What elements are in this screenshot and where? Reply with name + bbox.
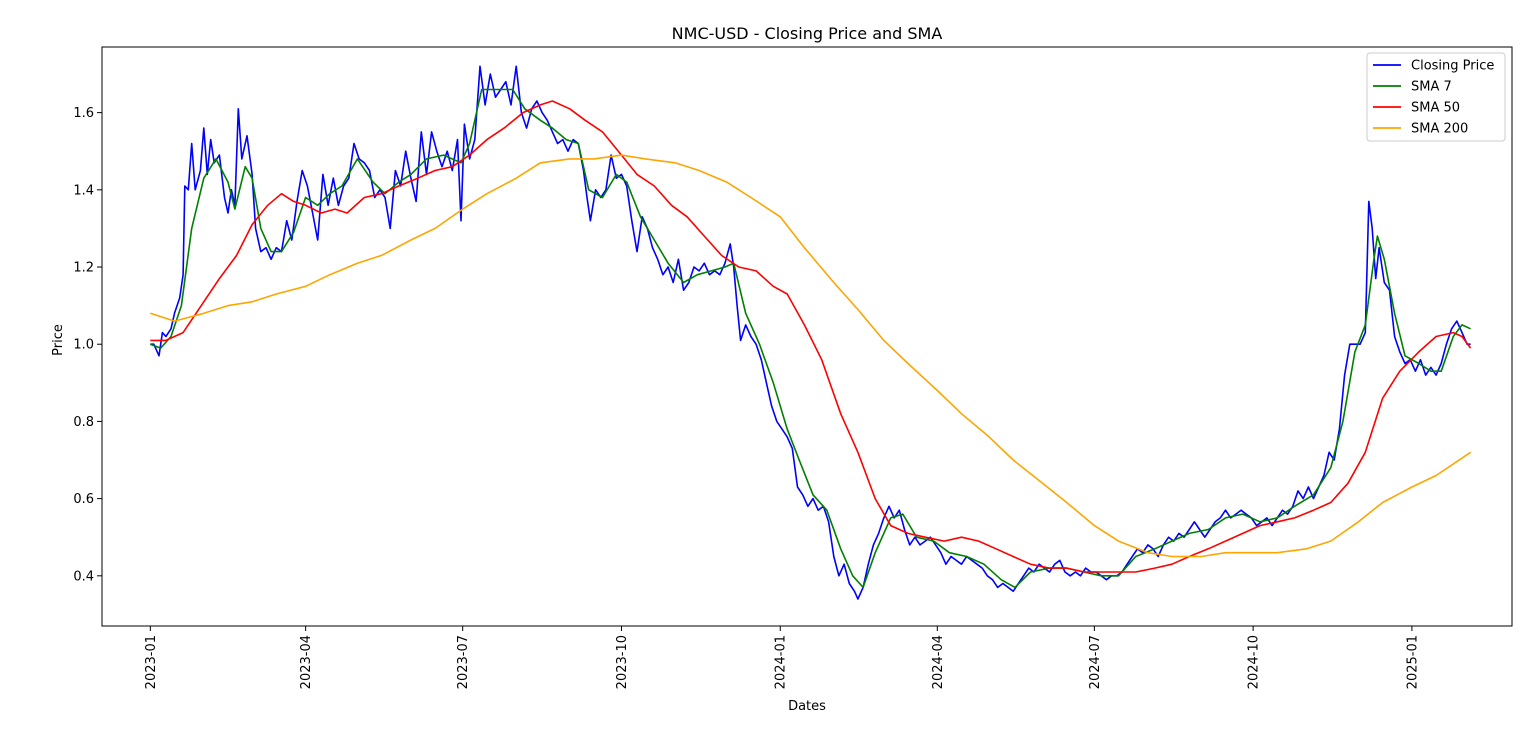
x-axis-label: Dates <box>788 699 826 714</box>
series-line-sma-7 <box>150 88 1471 589</box>
chart-title: NMC-USD - Closing Price and SMA <box>672 24 943 43</box>
x-tick-label: 2024-10 <box>1247 635 1262 689</box>
x-tick-label: 2023-01 <box>144 635 159 689</box>
y-axis-label: Price <box>51 324 66 356</box>
x-tick-label: 2023-10 <box>615 635 630 689</box>
legend-label-sma-200: SMA 200 <box>1411 122 1468 137</box>
legend-box <box>1366 52 1506 142</box>
x-tick-label: 2023-07 <box>456 635 471 689</box>
legend-label-sma-7: SMA 7 <box>1411 80 1452 95</box>
x-tick-label: 2024-07 <box>1088 635 1103 689</box>
y-tick-label: 0.8 <box>73 415 94 430</box>
x-tick-label: 2024-01 <box>774 635 789 689</box>
x-axis: 2023-01 2023-04 2023-07 2023-10 2024-01 2024-… <box>144 626 1420 689</box>
y-tick-label: 1.4 <box>73 183 94 198</box>
y-tick-label: 0.6 <box>73 492 94 507</box>
legend-label-closing-price: Closing Price <box>1411 59 1494 74</box>
y-tick-label: 0.4 <box>73 569 94 584</box>
y-tick-label: 1.2 <box>73 261 94 276</box>
series-line-sma-200 <box>150 154 1472 558</box>
x-tick-label: 2024-04 <box>931 635 946 689</box>
y-axis: 0.4 0.6 0.8 1.0 1.2 1.4 1.6 <box>73 106 102 584</box>
x-tick-label: 2023-04 <box>299 635 314 689</box>
legend-label-sma-50: SMA 50 <box>1411 101 1460 116</box>
series-line-sma-50 <box>150 100 1472 573</box>
x-tick-label: 2025-01 <box>1405 635 1420 689</box>
plot-frame <box>101 46 1513 627</box>
series-lines <box>150 65 1472 600</box>
plot-area <box>101 46 1513 627</box>
legend: Closing Price SMA 7 SMA 50 SMA 200 <box>1366 52 1506 142</box>
y-tick-label: 1.6 <box>73 106 94 121</box>
y-tick-label: 1.0 <box>73 338 94 353</box>
